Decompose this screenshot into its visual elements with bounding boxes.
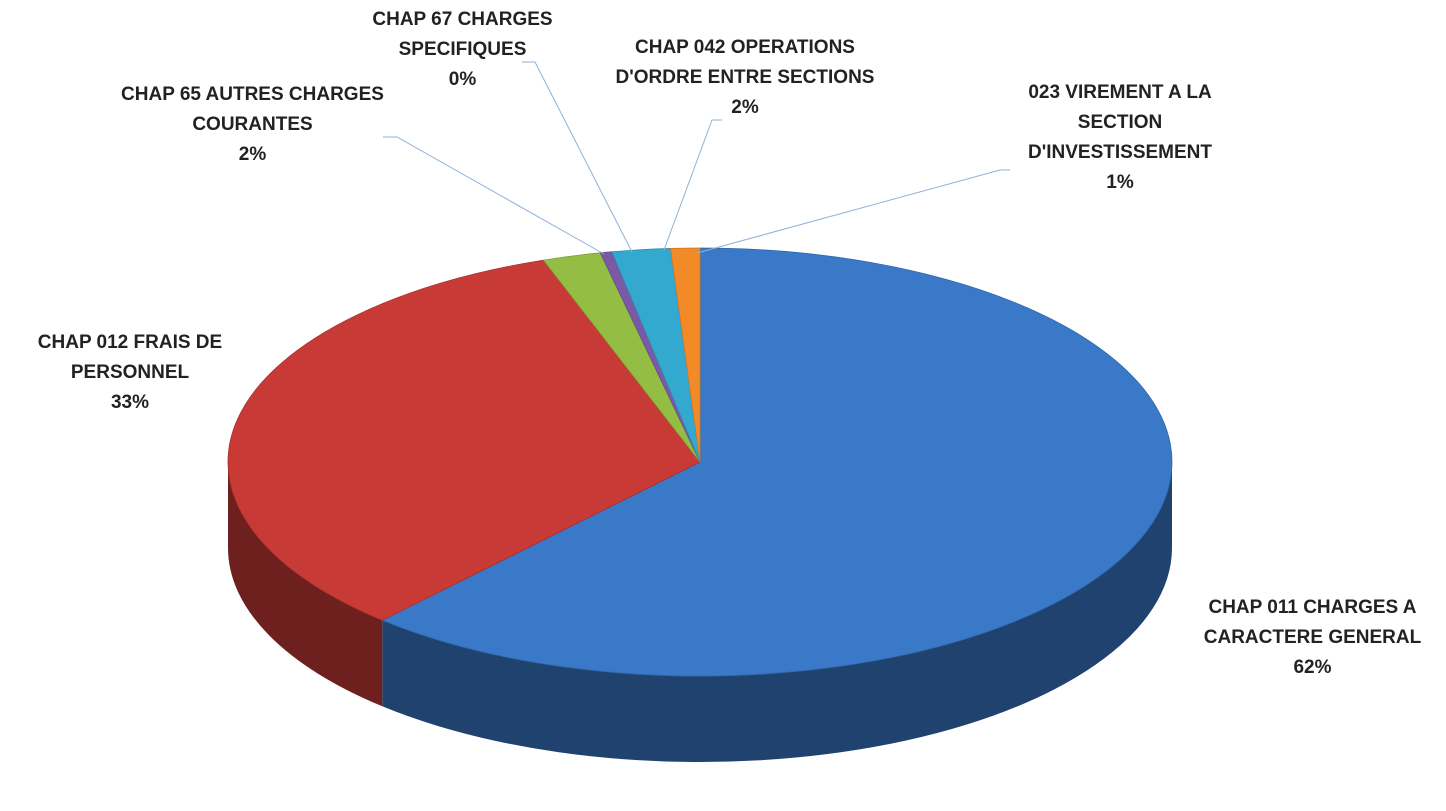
label-value: 33%	[110, 392, 150, 413]
label-name: CHAP 011 CHARGES A CARACTERE GENERAL	[1203, 597, 1422, 648]
leader-line	[383, 136, 605, 255]
slice-side	[382, 462, 1172, 762]
leader-line	[522, 61, 633, 253]
slice	[381, 247, 1173, 677]
label-name: 023 VIREMENT A LA SECTION D'INVESTISSEME…	[1028, 82, 1212, 163]
data-label: 023 VIREMENT A LA SECTION D'INVESTISSEME…	[1000, 78, 1240, 198]
data-label: CHAP 011 CHARGES A CARACTERE GENERAL 62%	[1170, 593, 1446, 683]
data-label: CHAP 65 AUTRES CHARGES COURANTES 2%	[110, 80, 395, 170]
label-value: 2%	[238, 144, 267, 165]
label-value: 0%	[448, 69, 477, 90]
leader-line	[696, 169, 1010, 254]
label-name: CHAP 67 CHARGES SPECIFIQUES	[372, 9, 553, 60]
label-value: 62%	[1293, 657, 1332, 678]
data-label: CHAP 042 OPERATIONS D'ORDRE ENTRE SECTIO…	[595, 33, 895, 123]
leader-line	[663, 119, 722, 251]
label-name: CHAP 042 OPERATIONS D'ORDRE ENTRE SECTIO…	[615, 37, 875, 88]
slice	[670, 247, 701, 463]
label-name: CHAP 65 AUTRES CHARGES COURANTES	[121, 84, 384, 135]
label-name: CHAP 012 FRAIS DE PERSONNEL	[37, 332, 223, 383]
slice-side	[227, 462, 383, 707]
data-label: CHAP 012 FRAIS DE PERSONNEL 33%	[5, 328, 255, 418]
label-value: 2%	[731, 97, 759, 118]
label-value: 1%	[1106, 172, 1134, 193]
data-label: CHAP 67 CHARGES SPECIFIQUES 0%	[355, 5, 570, 95]
slice	[227, 259, 701, 621]
